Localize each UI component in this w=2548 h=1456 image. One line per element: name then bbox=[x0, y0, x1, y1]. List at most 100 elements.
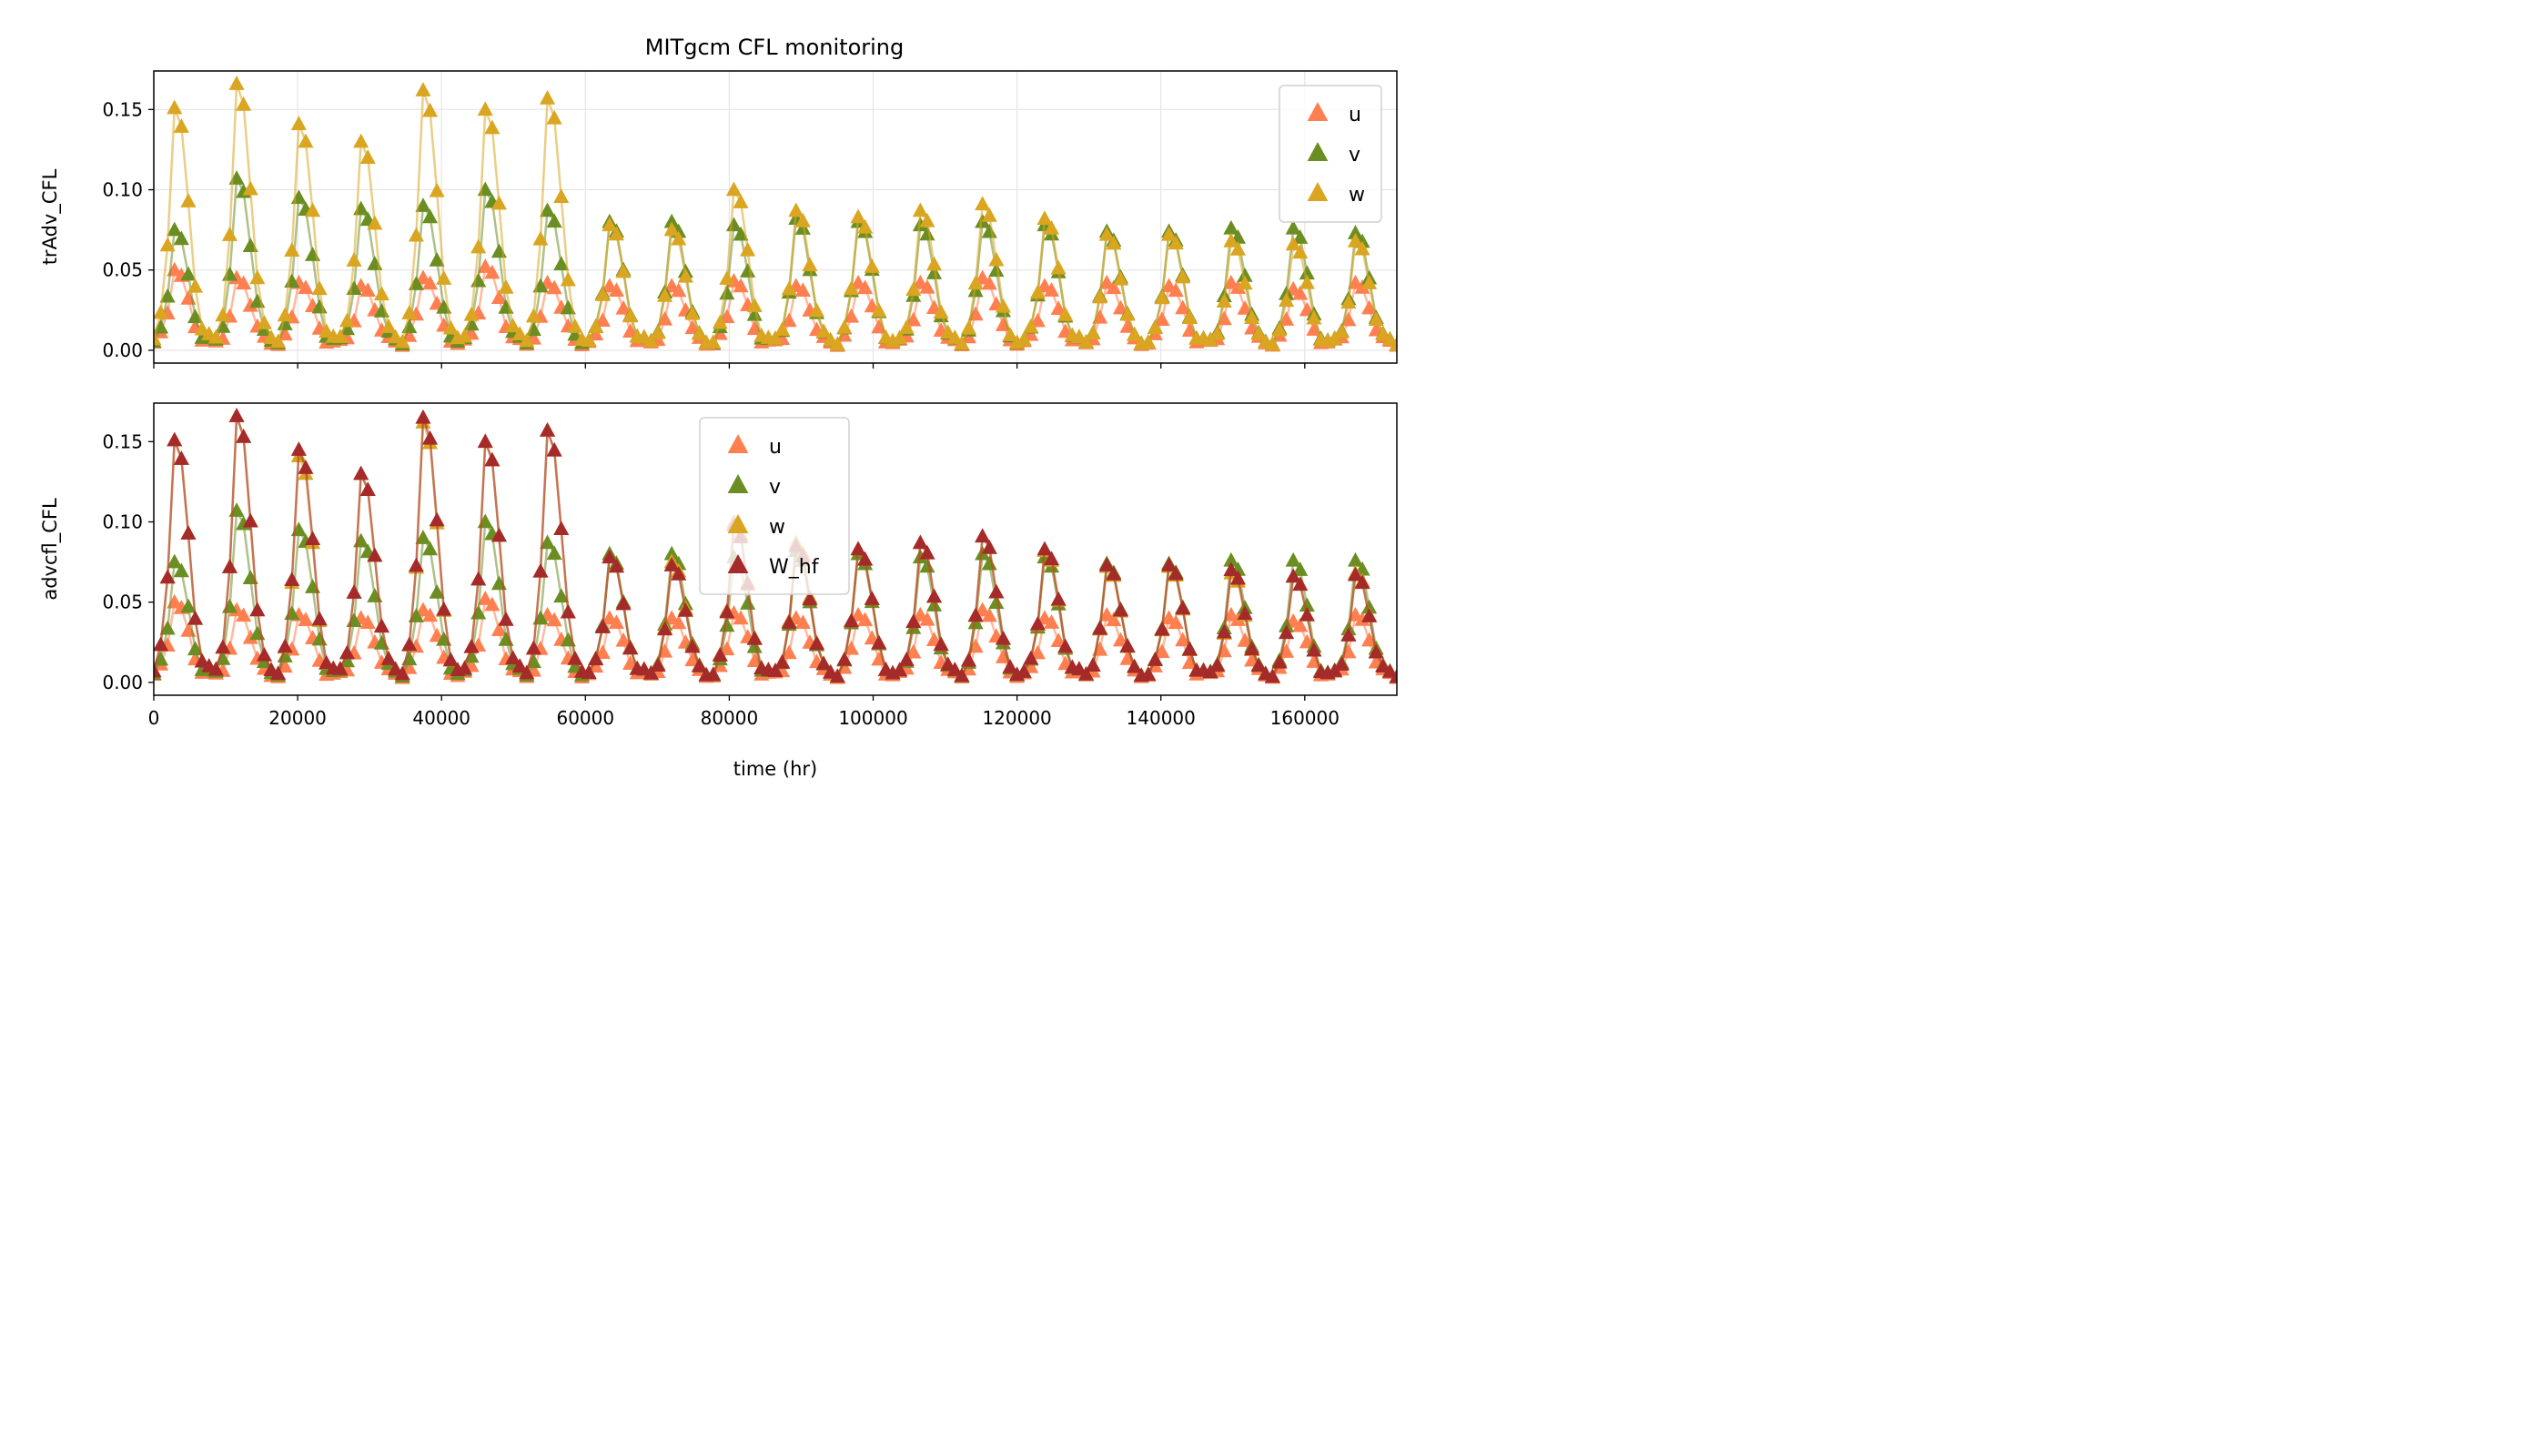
data-point-W_hf bbox=[394, 665, 410, 681]
data-point-v bbox=[540, 534, 556, 550]
data-point-W_hf bbox=[270, 665, 287, 681]
legend-marker-u bbox=[727, 434, 749, 453]
data-point-u bbox=[236, 275, 252, 290]
data-point-w bbox=[249, 269, 266, 285]
data-point-u bbox=[608, 282, 625, 297]
data-point-u bbox=[422, 275, 439, 290]
x-tick-label: 20000 bbox=[268, 707, 327, 729]
data-point-W_hf bbox=[318, 654, 335, 670]
data-point-W_hf bbox=[615, 595, 632, 611]
data-point-W_hf bbox=[925, 588, 943, 603]
y-tick-label: 0.15 bbox=[102, 430, 143, 452]
data-point-v bbox=[187, 308, 204, 324]
data-point-u bbox=[615, 632, 632, 647]
data-point-w bbox=[1127, 326, 1143, 341]
data-point-W_hf bbox=[933, 636, 949, 652]
data-point-w bbox=[705, 334, 722, 349]
legend-marker-w bbox=[1307, 182, 1329, 201]
data-point-w bbox=[1216, 293, 1232, 308]
x-tick-label: 60000 bbox=[556, 707, 614, 729]
data-point-w bbox=[642, 332, 659, 348]
data-point-u bbox=[594, 644, 611, 659]
y-tick-label: 0.00 bbox=[102, 672, 143, 693]
data-point-v bbox=[415, 197, 431, 212]
data-point-w bbox=[1361, 275, 1378, 289]
data-point-u bbox=[242, 629, 258, 644]
data-point-w bbox=[671, 230, 687, 246]
data-point-w bbox=[1368, 311, 1384, 327]
data-point-u bbox=[1175, 632, 1191, 647]
data-point-W_hf bbox=[154, 662, 162, 678]
data-point-w bbox=[1285, 236, 1301, 251]
data-point-v bbox=[429, 584, 445, 599]
data-point-w bbox=[1237, 275, 1253, 290]
data-point-W_hf bbox=[602, 549, 618, 564]
data-point-W_hf bbox=[988, 583, 1005, 599]
data-point-w bbox=[1050, 259, 1067, 275]
data-point-W_hf bbox=[1389, 668, 1397, 683]
data-point-u bbox=[1181, 654, 1198, 670]
data-point-W_hf bbox=[546, 441, 562, 457]
data-point-W_hf bbox=[850, 541, 866, 556]
data-point-u bbox=[1044, 282, 1060, 297]
data-point-w bbox=[167, 99, 183, 115]
data-point-u bbox=[919, 278, 935, 294]
panel-bottom: 0.00 0.05 0.10 0.15 0 20000 40000 60000 80000 100… bbox=[39, 402, 1398, 780]
data-point-W_hf bbox=[311, 611, 328, 626]
data-point-w bbox=[1106, 235, 1122, 250]
data-point-w bbox=[815, 323, 832, 339]
data-point-W_hf bbox=[1092, 620, 1108, 635]
legend-box bbox=[1279, 85, 1382, 223]
data-point-W_hf bbox=[1036, 541, 1053, 556]
legend-label-w: w bbox=[1349, 184, 1365, 207]
data-point-w bbox=[1161, 226, 1178, 241]
plot-area bbox=[154, 408, 1397, 684]
data-point-W_hf bbox=[1229, 570, 1247, 585]
data-point-W_hf bbox=[1368, 643, 1384, 659]
data-point-u bbox=[594, 312, 611, 327]
data-point-v bbox=[173, 230, 189, 246]
data-point-W_hf bbox=[946, 662, 963, 676]
data-point-v bbox=[540, 202, 556, 217]
data-point-v bbox=[553, 588, 570, 603]
data-point-w bbox=[1016, 331, 1032, 346]
data-point-w bbox=[256, 314, 272, 329]
data-point-w bbox=[1271, 321, 1288, 337]
data-point-w bbox=[1029, 284, 1046, 299]
data-point-w bbox=[359, 149, 376, 164]
data-point-w bbox=[794, 213, 811, 228]
x-tick-label: 160000 bbox=[1270, 707, 1340, 729]
data-point-w bbox=[1077, 333, 1095, 349]
data-point-W_hf bbox=[332, 661, 349, 675]
data-point-W_hf bbox=[905, 613, 922, 629]
data-point-w bbox=[981, 207, 997, 222]
data-point-v bbox=[1285, 551, 1301, 567]
data-point-v bbox=[187, 641, 204, 656]
data-point-w bbox=[677, 268, 693, 283]
data-point-u bbox=[1112, 632, 1128, 647]
data-point-W_hf bbox=[1071, 661, 1087, 675]
data-point-w bbox=[836, 319, 853, 334]
axes-frame bbox=[153, 70, 1398, 364]
data-point-w bbox=[546, 109, 562, 125]
data-point-W_hf bbox=[1292, 576, 1309, 592]
data-point-w bbox=[373, 286, 389, 301]
data-point-W_hf bbox=[339, 644, 356, 660]
data-point-W_hf bbox=[871, 634, 887, 650]
data-point-w bbox=[898, 319, 915, 334]
data-point-w bbox=[339, 312, 356, 328]
data-point-u bbox=[843, 640, 860, 655]
data-point-W_hf bbox=[1112, 602, 1128, 617]
series-W_hf bbox=[154, 408, 1397, 683]
data-point-u bbox=[1361, 299, 1378, 315]
data-point-v bbox=[1347, 551, 1364, 567]
data-point-v bbox=[154, 318, 169, 334]
data-point-w bbox=[808, 302, 825, 318]
data-point-W_hf bbox=[484, 451, 500, 467]
data-point-v bbox=[1223, 551, 1239, 567]
data-point-u bbox=[1181, 322, 1198, 338]
data-point-w bbox=[788, 202, 804, 217]
data-point-W_hf bbox=[290, 441, 307, 456]
data-point-w bbox=[215, 307, 231, 322]
data-point-w bbox=[429, 182, 445, 197]
